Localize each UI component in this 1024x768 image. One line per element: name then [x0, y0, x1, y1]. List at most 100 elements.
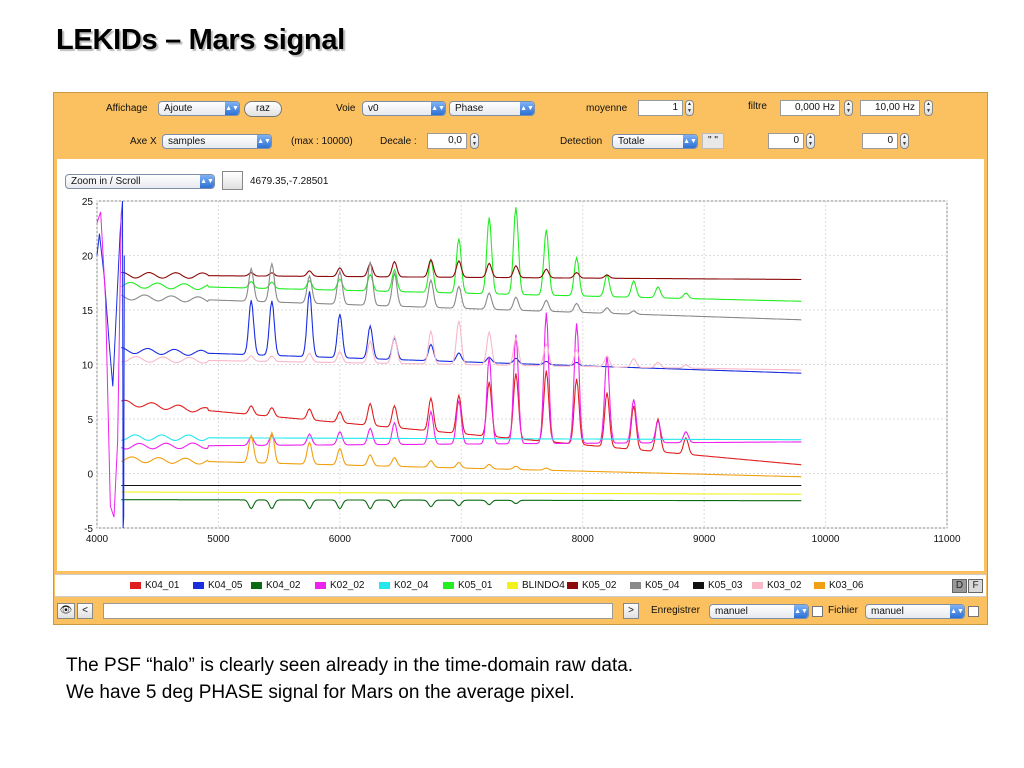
legend-label: K04_01 — [145, 580, 180, 591]
moyenne-stepper[interactable]: ▲ ▼ — [685, 100, 694, 116]
x-tick-label: 6000 — [329, 534, 352, 545]
detection-extra-button[interactable]: " " — [702, 133, 724, 149]
fichier-select[interactable]: manuel ▲▼ — [865, 604, 965, 619]
raz-button[interactable]: raz — [244, 101, 282, 117]
transient-line — [96, 211, 122, 518]
decale-stepper[interactable]: ▲ ▼ — [470, 133, 479, 149]
select-arrows-icon: ▲▼ — [683, 135, 697, 148]
axex-label: Axe X — [130, 136, 157, 147]
detection-value: Totale — [618, 136, 645, 147]
voie-mode-value: Phase — [455, 103, 484, 114]
voie-select[interactable]: v0 ▲▼ — [362, 101, 446, 116]
moyenne-field[interactable]: 1 — [638, 100, 683, 116]
max-text: (max : 10000) — [291, 136, 353, 147]
x-tick-label: 10000 — [812, 534, 840, 545]
y-tick-label: 15 — [82, 306, 94, 317]
chart-svg[interactable]: 4000 5000 6000 7000 8000 9000 10000 11000 -5 0 5 10… — [57, 193, 984, 571]
series-line — [121, 370, 802, 466]
app-window: Affichage Ajoute ▲▼ raz Voie v0 ▲▼ Phase ▲▼… — [53, 92, 988, 625]
affichage-select[interactable]: Ajoute ▲▼ — [158, 101, 240, 116]
affichage-label: Affichage — [106, 103, 148, 114]
filtre-label: filtre — [748, 101, 767, 112]
legend-swatch — [379, 581, 390, 589]
legend-swatch — [752, 581, 763, 589]
fichier-checkbox[interactable] — [968, 606, 979, 617]
detection-field-a[interactable]: 0 — [768, 133, 804, 149]
decale-label: Decale : — [380, 136, 417, 147]
legend-label: K02_04 — [394, 580, 429, 591]
zoom-mode-value: Zoom in / Scroll — [71, 176, 141, 187]
enregistrer-checkbox[interactable] — [812, 606, 823, 617]
field-b-stepper[interactable]: ▲ ▼ — [900, 133, 909, 149]
legend-item: K04_01 — [130, 580, 179, 591]
series-line — [121, 258, 802, 281]
y-tick-label: 25 — [82, 197, 94, 208]
d-button[interactable]: D — [952, 579, 967, 593]
series-line — [121, 291, 802, 374]
legend-swatch — [814, 581, 825, 589]
axex-select[interactable]: samples ▲▼ — [162, 134, 272, 149]
x-tick-label: 5000 — [207, 534, 230, 545]
axex-value: samples — [168, 136, 206, 147]
legend-item: K04_05 — [193, 580, 242, 591]
enregistrer-value: manuel — [715, 606, 748, 617]
series-line — [121, 320, 802, 371]
enregistrer-select[interactable]: manuel ▲▼ — [709, 604, 809, 619]
detection-select[interactable]: Totale ▲▼ — [612, 134, 698, 149]
caption-line-1: The PSF “halo” is clearly seen already i… — [66, 655, 634, 676]
enregistrer-label: Enregistrer — [651, 605, 700, 616]
filtre-high-field[interactable]: 10,00 Hz — [860, 100, 920, 116]
series-line — [121, 261, 802, 321]
legend-label: K05_01 — [458, 580, 493, 591]
color-swatch-button[interactable] — [222, 171, 243, 190]
eye-icon[interactable]: 👁 — [57, 603, 75, 619]
legend-label: K03_02 — [767, 580, 802, 591]
legend-item: K02_04 — [379, 580, 428, 591]
select-arrows-icon: ▲▼ — [794, 605, 808, 618]
legend-swatch — [567, 581, 578, 589]
series-line — [121, 207, 802, 302]
series-line — [121, 431, 802, 478]
legend-label: K03_06 — [829, 580, 864, 591]
field-a-stepper[interactable]: ▲ ▼ — [806, 133, 815, 149]
select-arrows-icon: ▲▼ — [200, 175, 214, 188]
legend-item: K05_03 — [693, 580, 742, 591]
select-arrows-icon: ▲▼ — [257, 135, 271, 148]
x-tick-label: 11000 — [933, 534, 961, 545]
x-tick-label: 7000 — [450, 534, 473, 545]
x-tick-label: 4000 — [86, 534, 109, 545]
caption: The PSF “halo” is clearly seen already i… — [66, 652, 633, 706]
x-tick-label: 8000 — [572, 534, 595, 545]
decale-field[interactable]: 0,0 — [427, 133, 467, 149]
affichage-value: Ajoute — [164, 103, 193, 114]
legend-item: BLINDO4 — [507, 580, 565, 591]
cursor-readout: 4679.35,-7.28501 — [250, 176, 329, 187]
x-tick-label: 9000 — [693, 534, 716, 545]
command-input[interactable] — [103, 603, 613, 619]
fichier-label: Fichier — [828, 605, 859, 616]
series-line — [121, 491, 802, 495]
legend-swatch — [251, 581, 262, 589]
legend-item: K03_02 — [752, 580, 801, 591]
y-tick-label: 0 — [87, 470, 93, 481]
f-button[interactable]: F — [968, 579, 983, 593]
y-tick-label: 10 — [82, 361, 94, 372]
detection-label: Detection — [560, 136, 603, 147]
select-arrows-icon: ▲▼ — [520, 102, 534, 115]
transient-line — [96, 200, 125, 529]
legend-item: K04_02 — [251, 580, 300, 591]
bottom-bar: 👁 < > Enregistrer manuel ▲▼ Fichier manue… — [55, 599, 986, 623]
voie-mode-select[interactable]: Phase ▲▼ — [449, 101, 535, 116]
filtre-low-stepper[interactable]: ▲ ▼ — [844, 100, 853, 116]
legend-swatch — [507, 581, 518, 589]
zoom-mode-select[interactable]: Zoom in / Scroll ▲▼ — [65, 174, 215, 189]
filtre-low-field[interactable]: 0,000 Hz — [780, 100, 840, 116]
filtre-high-stepper[interactable]: ▲ ▼ — [924, 100, 933, 116]
next-button[interactable]: > — [623, 603, 639, 619]
prev-button[interactable]: < — [77, 603, 93, 619]
legend-item: K03_06 — [814, 580, 863, 591]
select-arrows-icon: ▲▼ — [950, 605, 964, 618]
plot-panel[interactable]: Zoom in / Scroll ▲▼ 4679.35,-7.28501 4000… — [57, 159, 984, 571]
legend-label: BLINDO4 — [522, 580, 565, 591]
detection-field-b[interactable]: 0 — [862, 133, 898, 149]
